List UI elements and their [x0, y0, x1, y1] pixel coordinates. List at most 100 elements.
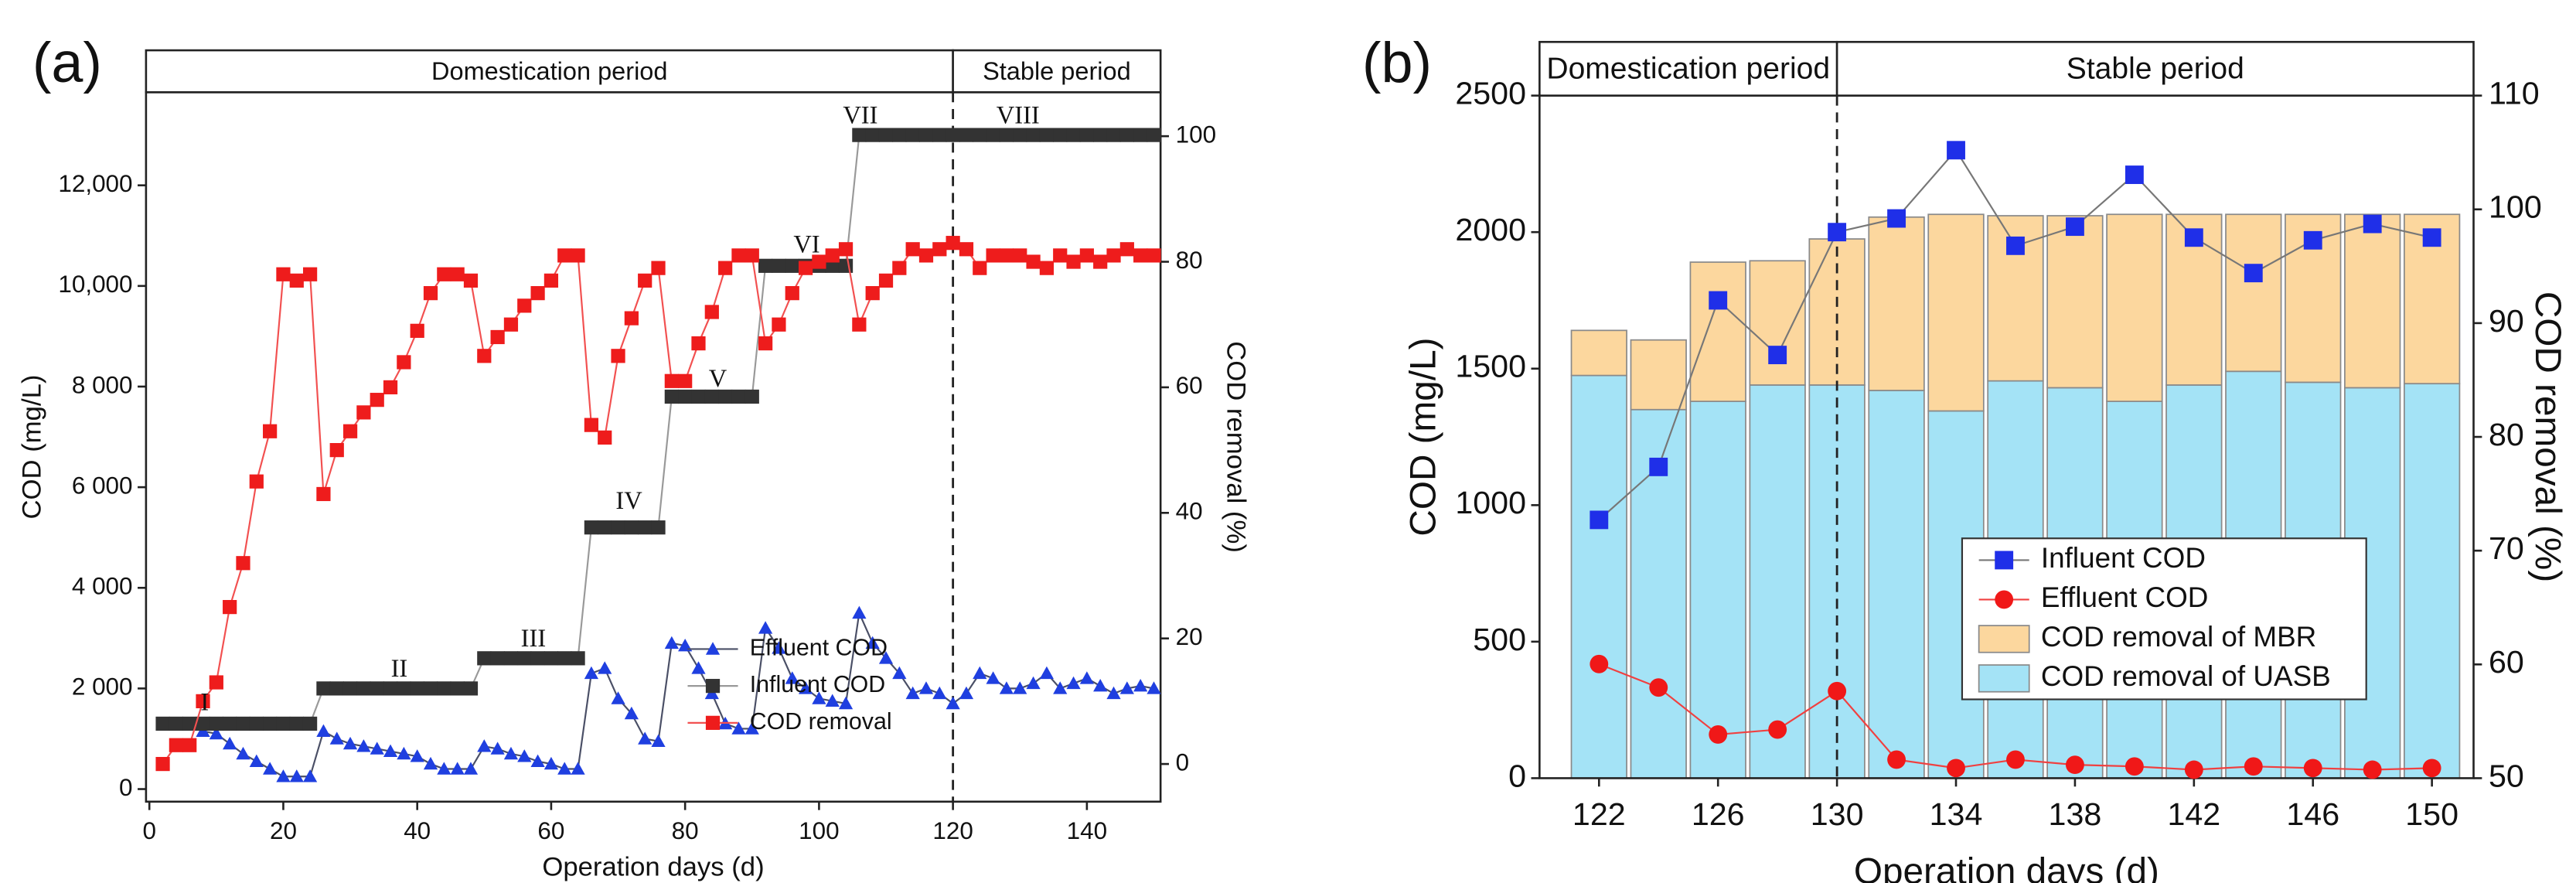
marker — [1093, 128, 1108, 142]
bar — [2106, 213, 2163, 402]
marker — [209, 716, 223, 731]
marker — [638, 520, 653, 535]
marker — [1995, 551, 2014, 570]
marker — [946, 128, 960, 142]
y-tick-label: 12,000 — [58, 170, 132, 197]
marker — [477, 739, 492, 752]
marker — [263, 424, 278, 438]
marker — [543, 756, 559, 770]
marker — [678, 373, 693, 388]
annotation: I — [200, 688, 209, 716]
marker — [1133, 128, 1148, 142]
marker — [584, 520, 599, 535]
marker — [664, 636, 679, 649]
marker — [356, 405, 371, 420]
x-tick-label: 60 — [537, 817, 564, 844]
marker — [1768, 346, 1787, 365]
marker — [1887, 209, 1906, 228]
x-axis-title: Operation days (d) — [542, 853, 764, 882]
marker — [423, 756, 438, 770]
marker — [1768, 720, 1787, 739]
legend-swatch — [1978, 664, 2030, 693]
marker — [852, 317, 867, 332]
marker — [798, 681, 813, 694]
y-tick-label: 8 000 — [72, 371, 133, 398]
marker — [611, 691, 625, 704]
marker — [1093, 254, 1108, 269]
marker — [223, 736, 237, 750]
y-tick-label: 2000 — [1455, 212, 1526, 247]
marker — [1828, 223, 1847, 242]
marker — [678, 638, 693, 652]
marker — [1106, 686, 1121, 700]
y2-tick-label: 60 — [1176, 372, 1203, 399]
marker — [999, 248, 1014, 263]
marker — [1147, 681, 1161, 694]
marker — [410, 323, 424, 338]
marker — [1066, 254, 1081, 269]
marker — [718, 389, 733, 404]
period-label: Stable period — [2067, 52, 2244, 85]
marker — [731, 389, 746, 404]
marker — [2422, 228, 2441, 247]
annotation: IV — [615, 487, 642, 515]
marker — [2125, 165, 2144, 184]
marker — [302, 267, 318, 281]
marker — [1995, 590, 2014, 609]
marker — [624, 706, 639, 720]
marker — [316, 486, 331, 502]
marker — [342, 736, 358, 750]
marker — [1013, 128, 1027, 142]
marker — [289, 769, 304, 782]
marker — [1013, 248, 1027, 263]
marker — [918, 681, 934, 694]
marker — [865, 128, 880, 142]
period-box — [952, 49, 1162, 94]
marker — [276, 716, 291, 731]
x-tick-label: 130 — [1811, 796, 1864, 832]
marker — [209, 726, 223, 740]
marker — [852, 605, 867, 619]
marker — [986, 671, 1000, 684]
y2-tick-label: 60 — [2489, 644, 2524, 680]
marker — [785, 671, 799, 684]
marker — [691, 661, 706, 674]
marker — [249, 754, 264, 768]
marker — [1026, 128, 1041, 142]
legend-label: COD removal of MBR — [2041, 621, 2316, 653]
legend-label: COD removal — [750, 709, 892, 735]
marker — [477, 651, 492, 666]
legend-label: Effluent COD — [2041, 581, 2208, 613]
marker — [2363, 760, 2382, 779]
marker — [584, 418, 599, 432]
marker — [2184, 228, 2203, 247]
marker — [838, 242, 854, 257]
marker — [812, 254, 826, 269]
period-box — [1835, 40, 2475, 97]
marker — [865, 286, 880, 301]
marker — [1039, 128, 1055, 142]
marker — [477, 349, 492, 363]
marker — [2363, 214, 2382, 234]
marker — [731, 248, 746, 263]
marker — [705, 715, 721, 730]
marker — [329, 681, 344, 696]
marker — [1649, 678, 1668, 697]
marker — [450, 267, 465, 281]
marker — [638, 273, 653, 288]
marker — [571, 651, 585, 666]
x-tick-label: 150 — [2405, 796, 2458, 832]
y2-tick-label: 100 — [2489, 189, 2542, 225]
marker — [2303, 759, 2322, 778]
bar — [1808, 238, 1866, 386]
marker — [571, 762, 585, 775]
marker — [557, 651, 572, 666]
marker — [918, 248, 934, 263]
marker — [1119, 242, 1134, 257]
marker — [1133, 248, 1148, 263]
marker — [959, 686, 974, 700]
marker — [182, 738, 197, 752]
y-axis-title: COD (mg/L) — [18, 375, 47, 520]
marker — [543, 651, 559, 666]
